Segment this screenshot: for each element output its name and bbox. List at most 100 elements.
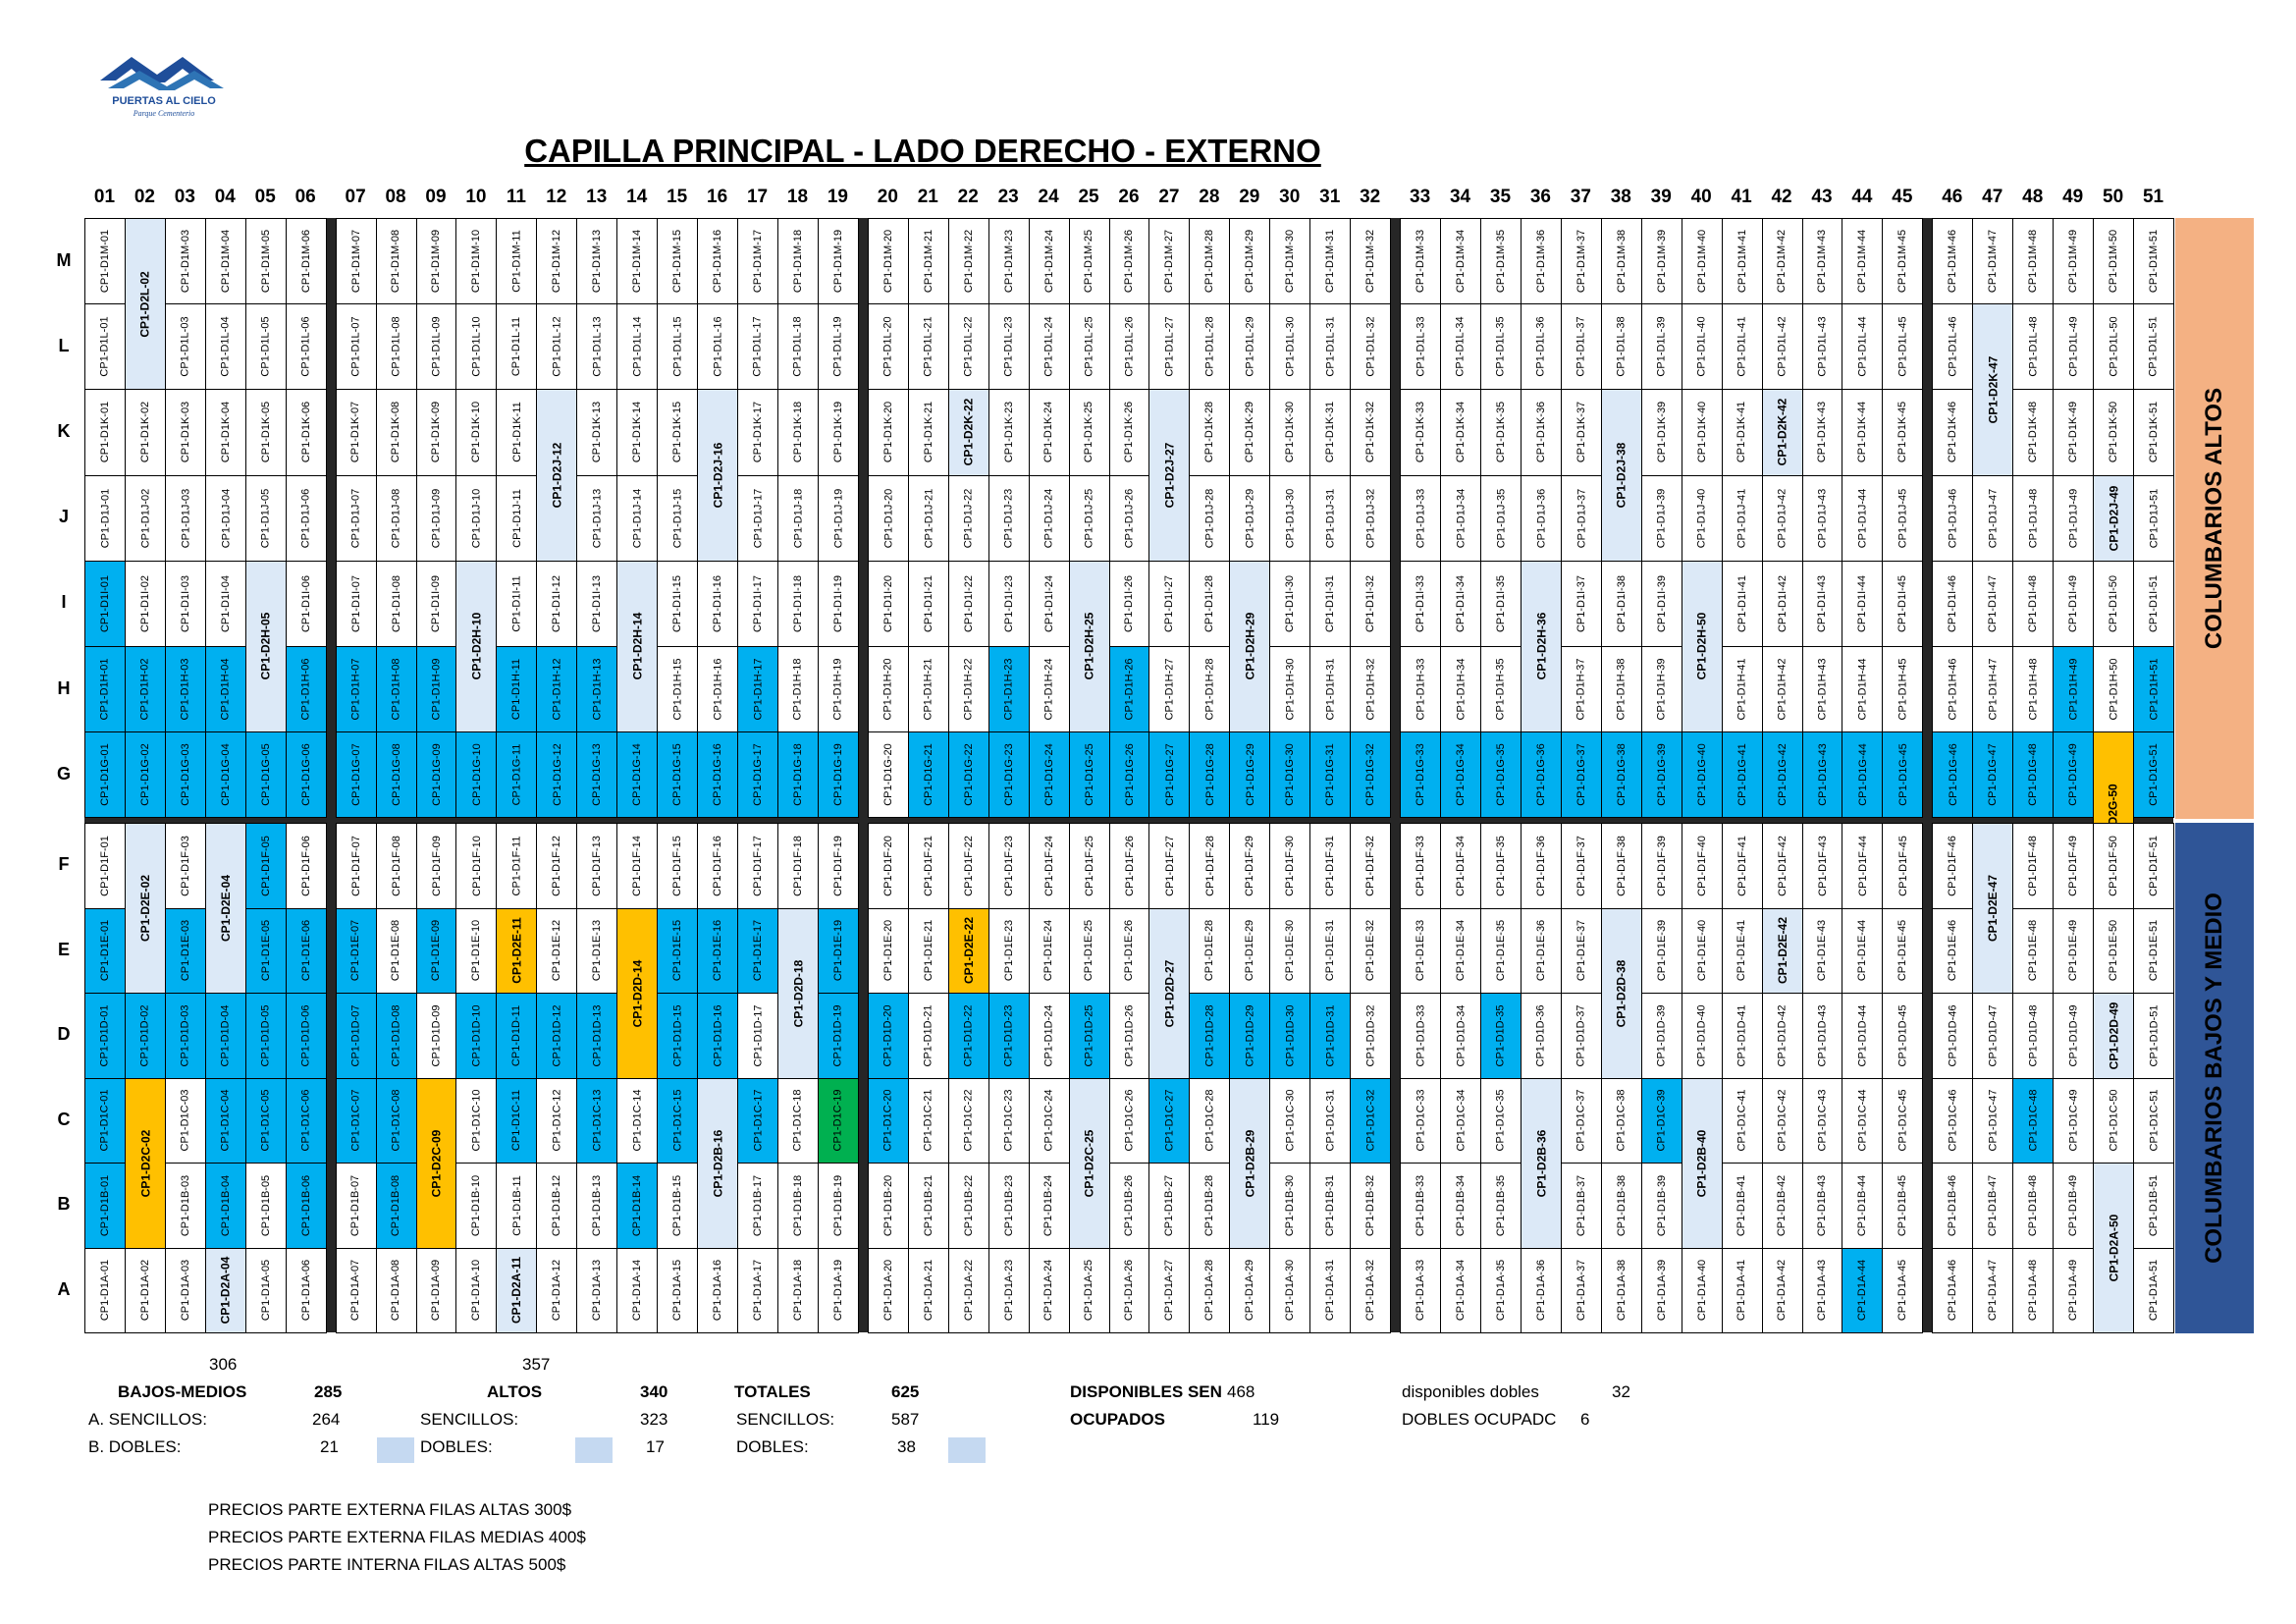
niche-cell[interactable]: CP1-D1K-13 [576,389,618,476]
niche-cell[interactable]: CP1-D1F-38 [1600,823,1642,909]
niche-cell[interactable]: CP1-D1H-12 [536,646,578,733]
niche-cell[interactable]: CP1-D1A-37 [1560,1247,1602,1333]
niche-cell[interactable]: CP1-D1H-18 [777,646,819,733]
niche-cell[interactable]: CP1-D1E-09 [415,907,457,994]
niche-cell[interactable]: CP1-D1L-30 [1269,303,1311,391]
niche-cell[interactable]: CP1-D1M-39 [1640,218,1682,305]
niche-cell[interactable]: CP1-D1H-46 [1932,646,1974,733]
niche-cell[interactable]: CP1-D1H-13 [576,646,618,733]
niche-cell[interactable]: CP1-D1H-16 [697,646,739,733]
niche-cell[interactable]: CP1-D1E-03 [164,907,206,994]
niche-cell[interactable]: CP1-D1K-26 [1108,389,1150,476]
niche-cell[interactable]: CP1-D1B-28 [1189,1163,1231,1249]
niche-cell[interactable]: CP1-D1L-15 [657,303,699,391]
niche-cell[interactable]: CP1-D1L-22 [947,303,989,391]
niche-cell[interactable]: CP1-D1G-05 [244,731,287,819]
niche-cell[interactable]: CP1-D1J-14 [616,474,659,562]
niche-cell[interactable]: CP1-D1E-39 [1640,907,1682,994]
niche-cell[interactable]: CP1-D1L-13 [576,303,618,391]
niche-cell[interactable]: CP1-D1I-49 [2053,560,2095,647]
niche-cell[interactable]: CP1-D1J-04 [204,474,246,562]
niche-cell[interactable]: CP1-D1J-41 [1721,474,1763,562]
niche-cell[interactable]: CP1-D1C-38 [1600,1077,1642,1164]
niche-cell[interactable]: CP1-D1D-36 [1520,993,1562,1079]
niche-cell[interactable]: CP1-D1J-06 [285,474,327,562]
niche-cell[interactable]: CP1-D1G-17 [737,731,778,819]
niche-cell[interactable]: CP1-D1G-38 [1600,731,1642,819]
niche-cell[interactable]: CP1-D1A-20 [867,1247,909,1333]
niche-cell[interactable]: CP1-D1H-51 [2133,646,2174,733]
niche-cell[interactable]: CP1-D1M-20 [867,218,909,305]
niche-cell[interactable]: CP1-D1I-51 [2133,560,2174,647]
niche-cell[interactable]: CP1-D1E-26 [1108,907,1150,994]
niche-cell[interactable]: CP1-D1I-02 [124,560,166,647]
double-niche-cell[interactable]: CP1-D2B-16 [697,1077,739,1249]
niche-cell[interactable]: CP1-D1C-41 [1721,1077,1763,1164]
niche-cell[interactable]: CP1-D1F-25 [1068,823,1110,909]
niche-cell[interactable]: CP1-D1H-39 [1640,646,1682,733]
niche-cell[interactable]: CP1-D1G-02 [124,731,166,819]
niche-cell[interactable]: CP1-D1M-51 [2133,218,2174,305]
niche-cell[interactable]: CP1-D1K-39 [1640,389,1682,476]
niche-cell[interactable]: CP1-D1I-22 [947,560,989,647]
niche-cell[interactable]: CP1-D1A-40 [1681,1247,1723,1333]
niche-cell[interactable]: CP1-D1E-43 [1801,907,1843,994]
niche-cell[interactable]: CP1-D1K-08 [375,389,417,476]
niche-cell[interactable]: CP1-D1C-51 [2133,1077,2174,1164]
niche-cell[interactable]: CP1-D1J-24 [1028,474,1070,562]
niche-cell[interactable]: CP1-D1A-48 [2012,1247,2055,1333]
niche-cell[interactable]: CP1-D1F-30 [1269,823,1311,909]
niche-cell[interactable]: CP1-D1D-15 [657,993,699,1079]
niche-cell[interactable]: CP1-D1J-43 [1801,474,1843,562]
niche-cell[interactable]: CP1-D1B-07 [335,1163,377,1249]
niche-cell[interactable]: CP1-D1K-15 [657,389,699,476]
niche-cell[interactable]: CP1-D1G-42 [1761,731,1803,819]
niche-cell[interactable]: CP1-D1M-43 [1801,218,1843,305]
niche-cell[interactable]: CP1-D1E-19 [817,907,859,994]
niche-cell[interactable]: CP1-D1J-28 [1189,474,1231,562]
niche-cell[interactable]: CP1-D1I-27 [1148,560,1191,647]
niche-cell[interactable]: CP1-D1L-38 [1600,303,1642,391]
niche-cell[interactable]: CP1-D1K-24 [1028,389,1070,476]
niche-cell[interactable]: CP1-D1F-10 [455,823,498,909]
double-niche-cell[interactable]: CP1-D2H-10 [455,560,498,733]
niche-cell[interactable]: CP1-D1I-03 [164,560,206,647]
niche-cell[interactable]: CP1-D1K-19 [817,389,859,476]
niche-cell[interactable]: CP1-D1K-20 [867,389,909,476]
niche-cell[interactable]: CP1-D1M-48 [2012,218,2055,305]
niche-cell[interactable]: CP1-D1I-37 [1560,560,1602,647]
niche-cell[interactable]: CP1-D1L-48 [2012,303,2055,391]
niche-cell[interactable]: CP1-D1H-30 [1269,646,1311,733]
niche-cell[interactable]: CP1-D1J-15 [657,474,699,562]
niche-cell[interactable]: CP1-D1A-47 [1972,1247,2014,1333]
niche-cell[interactable]: CP1-D1L-20 [867,303,909,391]
niche-cell[interactable]: CP1-D1D-39 [1640,993,1682,1079]
niche-cell[interactable]: CP1-D1B-08 [375,1163,417,1249]
niche-cell[interactable]: CP1-D1C-34 [1440,1077,1481,1164]
niche-cell[interactable]: CP1-D1L-05 [244,303,287,391]
niche-cell[interactable]: CP1-D1I-45 [1882,560,1924,647]
double-niche-cell[interactable]: CP1-D2C-09 [415,1077,457,1249]
niche-cell[interactable]: CP1-D1F-17 [737,823,778,909]
niche-cell[interactable]: CP1-D1J-37 [1560,474,1602,562]
niche-cell[interactable]: CP1-D1I-08 [375,560,417,647]
niche-cell[interactable]: CP1-D1E-10 [455,907,498,994]
niche-cell[interactable]: CP1-D1M-15 [657,218,699,305]
double-niche-cell[interactable]: CP1-D2H-05 [244,560,287,733]
niche-cell[interactable]: CP1-D1C-33 [1400,1077,1442,1164]
niche-cell[interactable]: CP1-D1M-36 [1520,218,1562,305]
niche-cell[interactable]: CP1-D1A-06 [285,1247,327,1333]
niche-cell[interactable]: CP1-D1F-40 [1681,823,1723,909]
double-niche-cell[interactable]: CP1-D2D-38 [1600,907,1642,1079]
niche-cell[interactable]: CP1-D1K-30 [1269,389,1311,476]
niche-cell[interactable]: CP1-D1B-44 [1842,1163,1884,1249]
niche-cell[interactable]: CP1-D1A-27 [1148,1247,1191,1333]
niche-cell[interactable]: CP1-D1K-46 [1932,389,1974,476]
niche-cell[interactable]: CP1-D1H-31 [1309,646,1352,733]
niche-cell[interactable]: CP1-D1M-03 [164,218,206,305]
niche-cell[interactable]: CP1-D1L-12 [536,303,578,391]
niche-cell[interactable]: CP1-D1J-32 [1350,474,1392,562]
niche-cell[interactable]: CP1-D1M-17 [737,218,778,305]
niche-cell[interactable]: CP1-D1H-42 [1761,646,1803,733]
niche-cell[interactable]: CP1-D1M-21 [907,218,949,305]
